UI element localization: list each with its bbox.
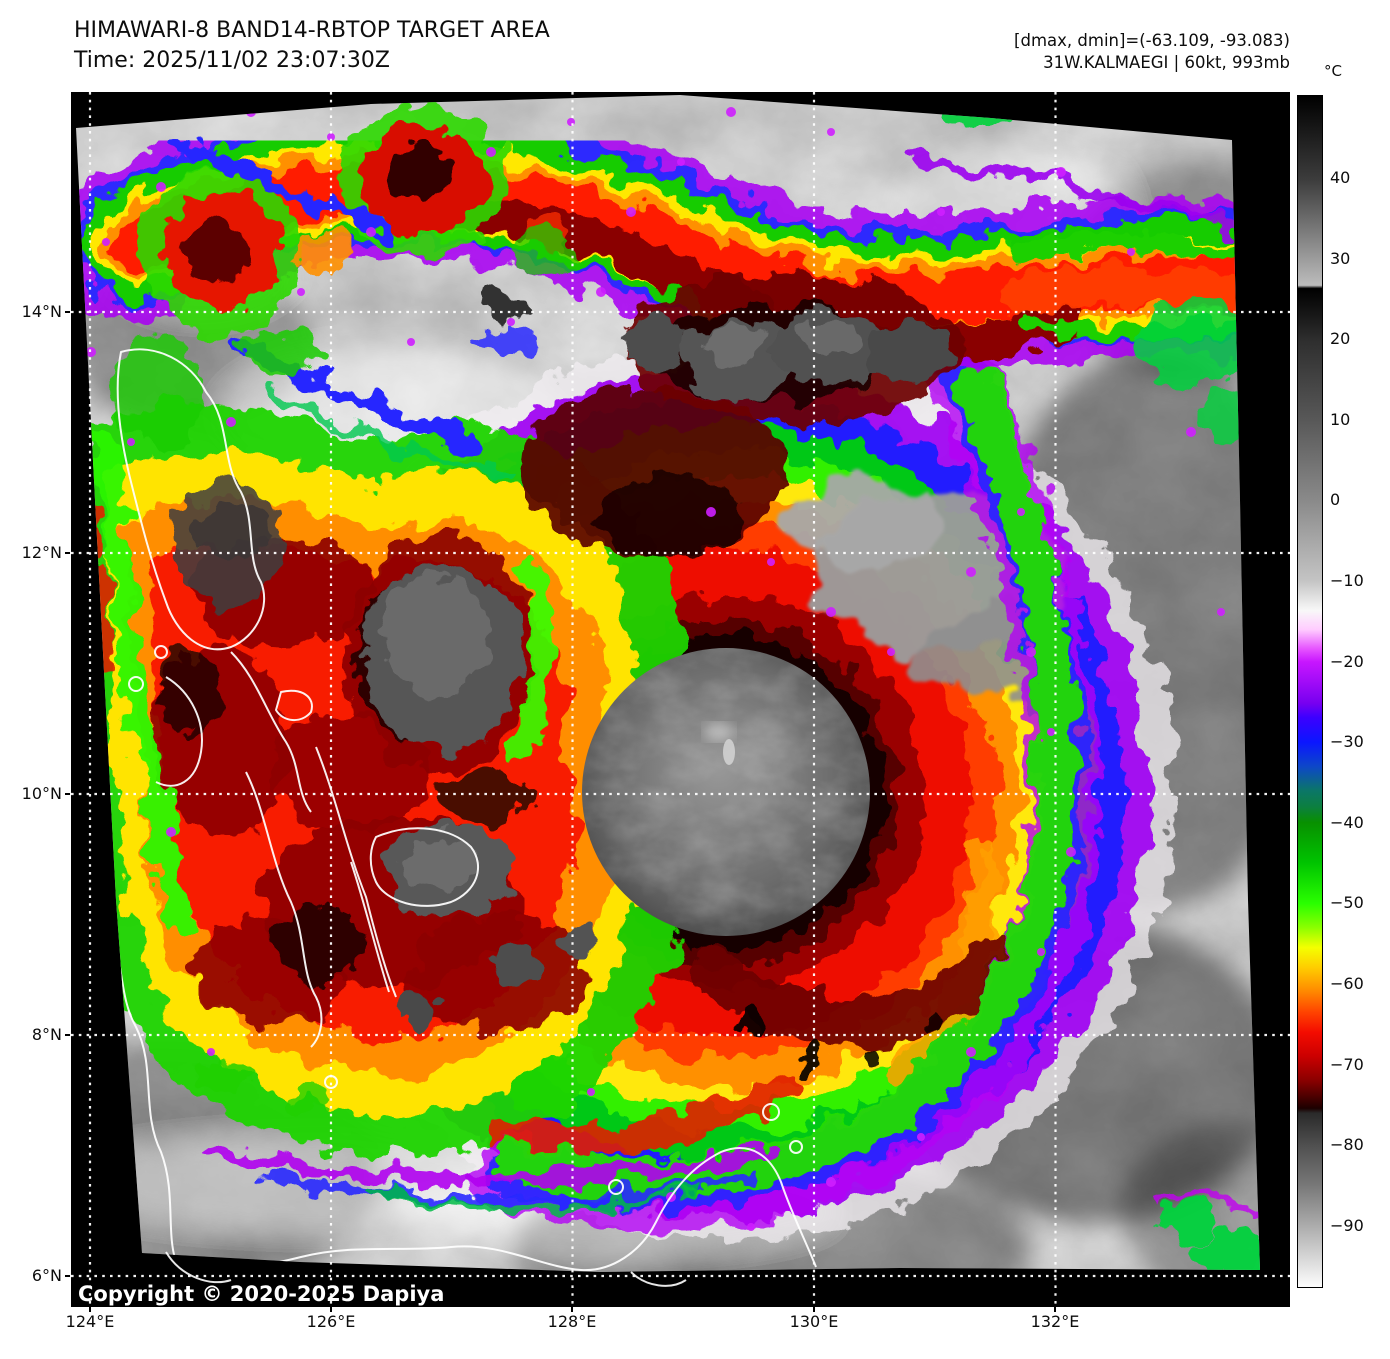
satellite-imagery <box>71 92 1290 1307</box>
page-title: HIMAWARI-8 BAND14-RBTOP TARGET AREA <box>74 18 550 43</box>
map-plot-area: Copyright © 2020-2025 Dapiya <box>71 92 1290 1307</box>
coastlines <box>100 348 817 1272</box>
lon-label: 126°E <box>306 1312 356 1331</box>
west-convective-mass <box>76 387 786 1155</box>
x-tick <box>330 1307 332 1312</box>
y-tick <box>65 311 70 313</box>
lat-label: 12°N <box>21 543 62 562</box>
copyright-watermark: Copyright © 2020-2025 Dapiya <box>78 1282 445 1306</box>
y-tick <box>65 1034 70 1036</box>
colorbar-tick: −10 <box>1330 571 1364 590</box>
magenta-speckles <box>86 107 1225 1231</box>
colorbar-tick: 20 <box>1330 329 1351 348</box>
lat-label: 14°N <box>21 302 62 321</box>
y-tick <box>65 1275 70 1277</box>
colorbar-tick: 10 <box>1330 410 1351 429</box>
colorbar-tick: 30 <box>1330 249 1351 268</box>
colorbar-tick: 40 <box>1330 168 1351 187</box>
colorbar-tick: 0 <box>1330 490 1341 509</box>
lon-label: 130°E <box>789 1312 839 1331</box>
y-tick <box>65 552 70 554</box>
x-tick <box>571 1307 573 1312</box>
colorbar-tick: −30 <box>1330 732 1364 751</box>
colorbar <box>1297 95 1323 1288</box>
coastline-overflow <box>165 1251 687 1287</box>
lon-label: 124°E <box>65 1312 115 1331</box>
colorbar-tick: −60 <box>1330 974 1364 993</box>
lon-label: 132°E <box>1030 1312 1080 1331</box>
typhoon-cdo <box>582 648 870 936</box>
dmax-dmin-readout: [dmax, dmin]=(-63.109, -93.083) <box>1014 31 1290 50</box>
south-stratus <box>191 1063 1260 1272</box>
lat-label: 8°N <box>31 1025 62 1044</box>
storm-info: 31W.KALMAEGI | 60kt, 993mb <box>1043 53 1290 72</box>
lat-label: 10°N <box>21 784 62 803</box>
colorbar-tick: −70 <box>1330 1055 1364 1074</box>
x-tick <box>1054 1307 1056 1312</box>
x-tick <box>89 1307 91 1312</box>
colorbar-tick: −40 <box>1330 813 1364 832</box>
colorbar-unit: °C <box>1324 62 1342 80</box>
header-annotations: [dmax, dmin]=(-63.109, -93.083) 31W.KALM… <box>1014 30 1290 74</box>
colorbar-tick: −20 <box>1330 652 1364 671</box>
lon-label: 128°E <box>547 1312 597 1331</box>
graticule <box>71 92 1290 1307</box>
lat-label: 6°N <box>31 1266 62 1285</box>
colorbar-tick: −50 <box>1330 893 1364 912</box>
colorbar-tick: −80 <box>1330 1135 1364 1154</box>
y-tick <box>65 793 70 795</box>
header-block: HIMAWARI-8 BAND14-RBTOP TARGET AREA Time… <box>74 16 550 76</box>
north-band <box>76 98 1260 422</box>
northwest-cells <box>116 95 1260 477</box>
colorbar-tick: −90 <box>1330 1216 1364 1235</box>
x-tick <box>813 1307 815 1312</box>
timestamp: Time: 2025/11/02 23:07:30Z <box>74 48 390 73</box>
data-swath <box>76 95 1260 1272</box>
